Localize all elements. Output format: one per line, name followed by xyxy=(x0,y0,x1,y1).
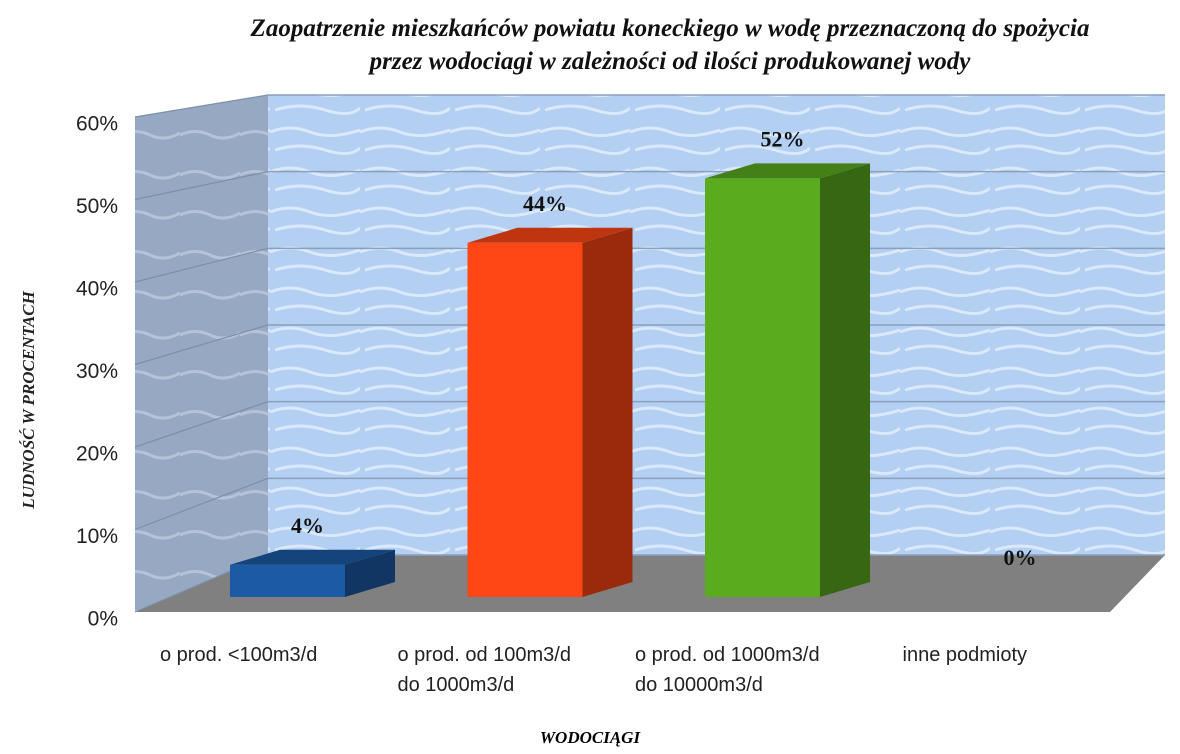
bar-side xyxy=(345,549,395,597)
bar-side xyxy=(820,163,870,597)
grid-line xyxy=(134,477,269,531)
value-label: 44% xyxy=(523,191,567,216)
bar-top xyxy=(467,227,633,243)
grid-line xyxy=(134,324,269,366)
chart-title: Zaopatrzenie mieszkańców powiatu konecki… xyxy=(250,15,1090,75)
side-wall xyxy=(135,95,268,612)
grid-line xyxy=(134,401,269,448)
bar-top xyxy=(230,549,395,565)
bar xyxy=(230,564,345,597)
y-tick-label: 20% xyxy=(76,443,118,466)
y-tick-label: 10% xyxy=(76,525,118,548)
bar-side xyxy=(582,227,633,598)
value-label: 4% xyxy=(291,513,324,538)
x-tick-label: inne podmioty xyxy=(902,644,1028,666)
grid-line xyxy=(134,247,269,283)
grid-line xyxy=(134,94,269,118)
x-axis-label: WODOCIĄGI xyxy=(539,728,641,747)
y-axis-label: LUDNOŚĆ W PROCENTACH xyxy=(19,290,38,509)
x-tick-label: o prod. od 100m3/d do 1000m3/d xyxy=(397,644,571,696)
y-tick-label: 30% xyxy=(76,360,118,383)
grid-line xyxy=(134,171,269,201)
x-tick-label: o prod. <100m3/d xyxy=(160,644,318,666)
bar xyxy=(705,178,820,597)
y-tick-label: 60% xyxy=(76,113,118,136)
y-tick-label: 0% xyxy=(88,608,118,631)
value-label: 0% xyxy=(1004,545,1037,570)
value-label: 52% xyxy=(761,126,805,151)
y-tick-label: 40% xyxy=(76,278,118,301)
bar xyxy=(467,242,583,598)
y-tick-label: 50% xyxy=(76,195,118,218)
x-tick-label: o prod. od 1000m3/d do 10000m3/d xyxy=(635,644,820,696)
bar-top xyxy=(705,163,870,179)
